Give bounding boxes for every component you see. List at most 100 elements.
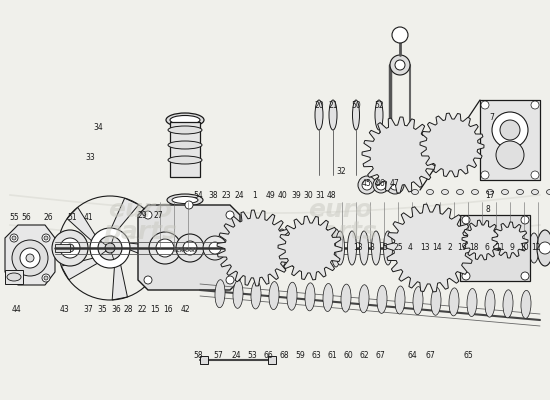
Ellipse shape	[515, 233, 525, 263]
Ellipse shape	[341, 284, 351, 312]
Text: 5: 5	[383, 244, 387, 252]
Circle shape	[362, 180, 372, 190]
Text: 25: 25	[393, 244, 403, 252]
Ellipse shape	[311, 229, 321, 267]
Circle shape	[149, 232, 181, 264]
Bar	[55, 244, 70, 252]
Text: 13: 13	[353, 244, 363, 252]
Ellipse shape	[371, 231, 381, 265]
Text: 53: 53	[247, 350, 257, 360]
Text: 18: 18	[469, 244, 478, 252]
Circle shape	[10, 274, 18, 282]
Ellipse shape	[167, 194, 203, 206]
Circle shape	[492, 112, 528, 148]
Text: 50: 50	[351, 100, 361, 110]
Circle shape	[496, 141, 524, 169]
Circle shape	[52, 230, 88, 266]
Circle shape	[247, 240, 263, 256]
Ellipse shape	[395, 231, 404, 265]
Text: 47: 47	[390, 178, 400, 188]
Ellipse shape	[456, 190, 464, 194]
Circle shape	[473, 231, 491, 249]
Circle shape	[462, 272, 470, 280]
Text: 49: 49	[265, 190, 275, 200]
Bar	[480, 100, 540, 180]
Ellipse shape	[168, 141, 202, 149]
Text: 27: 27	[153, 210, 163, 220]
Circle shape	[500, 120, 520, 140]
Text: 43: 43	[59, 306, 69, 314]
Bar	[170, 122, 200, 177]
Circle shape	[98, 236, 122, 260]
Ellipse shape	[300, 229, 310, 267]
Text: 58: 58	[193, 350, 203, 360]
Circle shape	[395, 60, 405, 70]
Circle shape	[42, 274, 50, 282]
Circle shape	[392, 27, 408, 43]
Ellipse shape	[467, 288, 477, 316]
Ellipse shape	[537, 230, 550, 266]
Ellipse shape	[501, 233, 511, 263]
Polygon shape	[462, 220, 502, 260]
Polygon shape	[67, 207, 100, 247]
Ellipse shape	[411, 190, 419, 194]
Circle shape	[176, 234, 204, 262]
Text: 45: 45	[362, 178, 372, 188]
Ellipse shape	[547, 190, 550, 194]
Text: 65: 65	[463, 350, 473, 360]
Text: 46: 46	[376, 178, 386, 188]
Ellipse shape	[172, 196, 198, 204]
Circle shape	[434, 127, 470, 163]
Circle shape	[226, 276, 234, 284]
Text: 10: 10	[519, 244, 529, 252]
Circle shape	[66, 244, 74, 252]
Ellipse shape	[253, 229, 263, 267]
Circle shape	[203, 236, 227, 260]
Ellipse shape	[471, 190, 478, 194]
Ellipse shape	[487, 190, 493, 194]
Ellipse shape	[360, 231, 368, 265]
Ellipse shape	[521, 290, 531, 318]
Text: 36: 36	[111, 306, 121, 314]
Circle shape	[12, 240, 48, 276]
Ellipse shape	[375, 100, 383, 130]
Ellipse shape	[240, 229, 250, 267]
Text: parts: parts	[303, 220, 377, 244]
Circle shape	[10, 234, 18, 242]
Text: 39: 39	[291, 190, 301, 200]
Ellipse shape	[348, 231, 356, 265]
Circle shape	[358, 176, 376, 194]
Ellipse shape	[168, 156, 202, 164]
Bar	[460, 215, 530, 281]
Polygon shape	[61, 256, 105, 280]
Ellipse shape	[265, 229, 275, 267]
Polygon shape	[112, 256, 128, 300]
Ellipse shape	[329, 100, 337, 130]
Text: 24: 24	[231, 350, 241, 360]
Ellipse shape	[289, 229, 299, 267]
Ellipse shape	[449, 288, 459, 316]
Ellipse shape	[413, 287, 423, 315]
Ellipse shape	[516, 190, 524, 194]
Ellipse shape	[170, 116, 200, 124]
Text: parts: parts	[103, 220, 177, 244]
Text: 40: 40	[278, 190, 288, 200]
Text: 29: 29	[137, 210, 147, 220]
Text: 28: 28	[123, 306, 133, 314]
Circle shape	[105, 243, 115, 253]
Polygon shape	[278, 216, 342, 280]
Text: 34: 34	[93, 124, 103, 132]
Ellipse shape	[336, 231, 344, 265]
Ellipse shape	[487, 233, 497, 263]
Text: 52: 52	[374, 100, 384, 110]
Text: 11: 11	[495, 244, 505, 252]
Polygon shape	[386, 204, 474, 292]
Ellipse shape	[426, 190, 433, 194]
Text: 9: 9	[509, 244, 514, 252]
Text: 1: 1	[252, 190, 257, 200]
Circle shape	[294, 232, 326, 264]
Circle shape	[44, 276, 48, 280]
Ellipse shape	[473, 233, 483, 263]
Text: 63: 63	[311, 350, 321, 360]
Ellipse shape	[287, 282, 297, 310]
